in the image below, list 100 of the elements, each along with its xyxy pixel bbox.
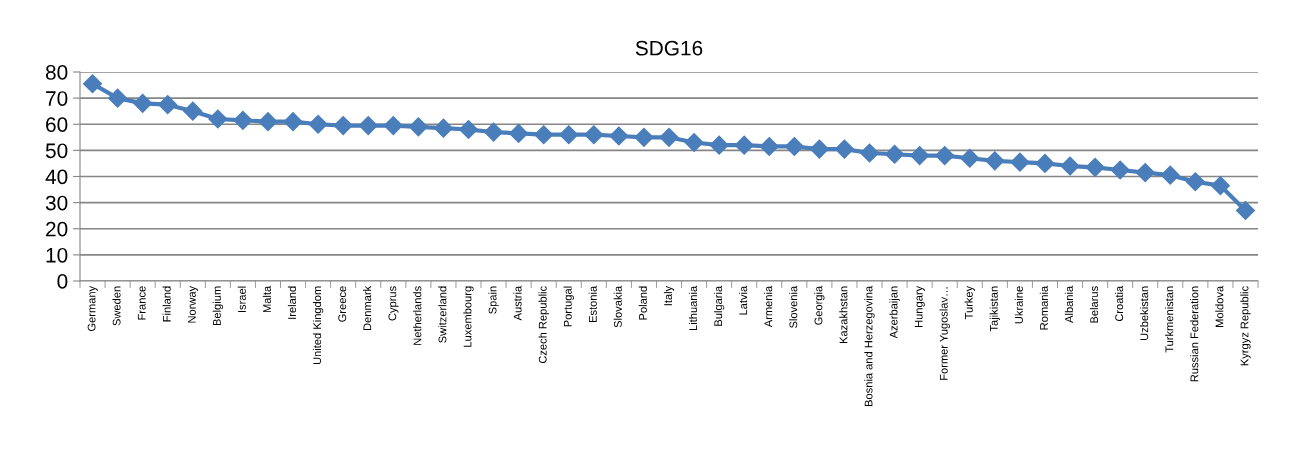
- x-tick-label: Belarus: [1089, 286, 1099, 323]
- x-tick-label: Former Yugoslav…: [939, 287, 950, 380]
- point: [158, 95, 178, 115]
- point: [1010, 152, 1030, 172]
- point: [684, 133, 704, 153]
- y-tick-label: 50: [45, 143, 68, 159]
- x-tick-label: Slovakia: [613, 285, 622, 328]
- x-tick-label: Spain: [488, 286, 499, 314]
- x-tick-label: Poland: [638, 286, 647, 320]
- x-tick-label: Turkey: [964, 285, 975, 320]
- point: [559, 125, 579, 145]
- x-tick-label: Malta: [262, 285, 271, 313]
- x-tick-label: Austria: [513, 285, 522, 321]
- point: [258, 112, 278, 132]
- y-tick-label: 80: [45, 65, 68, 80]
- point: [734, 135, 754, 155]
- point: [108, 88, 128, 108]
- chart-title: SDG16: [635, 40, 703, 56]
- x-tick-label: United Kingdom: [312, 286, 324, 365]
- point: [183, 101, 203, 121]
- y-tick-label: 30: [45, 195, 68, 211]
- x-tick-label: Switzerland: [438, 286, 447, 343]
- y-tick-label: 20: [46, 221, 68, 237]
- point: [985, 151, 1005, 171]
- point: [834, 139, 854, 159]
- point: [233, 110, 253, 130]
- x-tick-label: Belgium: [212, 286, 224, 326]
- x-tick-label: Tajikistan: [989, 286, 1001, 332]
- x-tick-label: Portugal: [563, 286, 574, 327]
- point: [1110, 160, 1130, 180]
- x-tick-label: Ukraine: [1014, 286, 1023, 324]
- point: [1035, 153, 1055, 173]
- x-tick-label: Albania: [1064, 285, 1073, 323]
- x-tick-label: Cyprus: [388, 286, 399, 321]
- point: [935, 146, 955, 166]
- y-tick-label: 60: [46, 117, 68, 132]
- x-tick-label: Romania: [1039, 285, 1048, 330]
- point: [1235, 200, 1256, 220]
- x-tick-label: Finland: [162, 286, 171, 322]
- point: [458, 119, 479, 140]
- x-tick-label: Armenia: [764, 285, 773, 328]
- x-tick-label: Ireland: [287, 286, 297, 319]
- point: [484, 122, 504, 142]
- x-tick-label: Luxembourg: [463, 286, 474, 347]
- x-tick-label: Kazakhstan: [839, 286, 848, 344]
- point: [82, 74, 103, 94]
- x-tick-label: Hungary: [914, 285, 925, 327]
- x-tick-label: Uzbekistan: [1140, 286, 1149, 340]
- x-tick-label: Norway: [188, 285, 198, 323]
- x-tick-label: Bosnia and Herzegovina: [864, 285, 875, 407]
- point: [509, 123, 529, 143]
- point: [433, 118, 453, 138]
- point: [133, 93, 153, 113]
- point: [910, 146, 930, 166]
- x-tick-label: Czech Republic: [538, 286, 549, 364]
- point: [885, 144, 905, 164]
- x-tick-label: Turkmenistan: [1165, 286, 1174, 353]
- point: [784, 136, 804, 156]
- point: [1085, 157, 1105, 177]
- x-tick-label: Bulgaria: [713, 285, 725, 326]
- point: [659, 127, 679, 147]
- x-tick-label: France: [137, 286, 146, 320]
- x-tick-label: Netherlands: [413, 286, 422, 345]
- point: [609, 126, 629, 146]
- x-tick-label: Azerbaijan: [889, 286, 900, 339]
- y-tick-label: 10: [46, 247, 68, 263]
- point: [208, 109, 228, 129]
- x-tick-label: Kyrgyz Republic: [1240, 286, 1251, 366]
- x-tick-label: Denmark: [363, 285, 372, 331]
- x-tick-label: Israel: [237, 286, 246, 312]
- point: [308, 114, 328, 134]
- y-tick-label: 40: [45, 169, 68, 185]
- point: [1185, 172, 1205, 192]
- x-tick-label: Lithuania: [688, 285, 698, 331]
- y-tick-label: 70: [46, 91, 68, 106]
- point: [283, 112, 303, 132]
- x-tick-label: Latvia: [739, 285, 748, 315]
- x-tick-label: Greece: [338, 286, 347, 322]
- x-tick-label: Croatia: [1114, 285, 1124, 322]
- x-tick-label: Italy: [663, 285, 675, 306]
- point: [534, 125, 554, 145]
- point: [383, 116, 403, 136]
- point: [1160, 165, 1180, 185]
- point: [1210, 176, 1230, 196]
- x-tick-label: Russian Federation: [1190, 286, 1199, 382]
- x-tick-label: Moldova: [1215, 285, 1224, 327]
- x-tick-label: Slovenia: [789, 285, 798, 328]
- point: [859, 143, 880, 163]
- point: [333, 116, 353, 136]
- point: [358, 116, 378, 136]
- point: [960, 148, 980, 168]
- point: [1135, 163, 1155, 183]
- point: [584, 125, 604, 145]
- x-tick-label: Estonia: [588, 285, 597, 323]
- point: [759, 136, 779, 156]
- point: [1060, 156, 1080, 176]
- x-tick-label: Georgia: [814, 285, 825, 325]
- point: [408, 117, 428, 137]
- y-tick-label: 0: [57, 274, 68, 289]
- point: [809, 139, 829, 159]
